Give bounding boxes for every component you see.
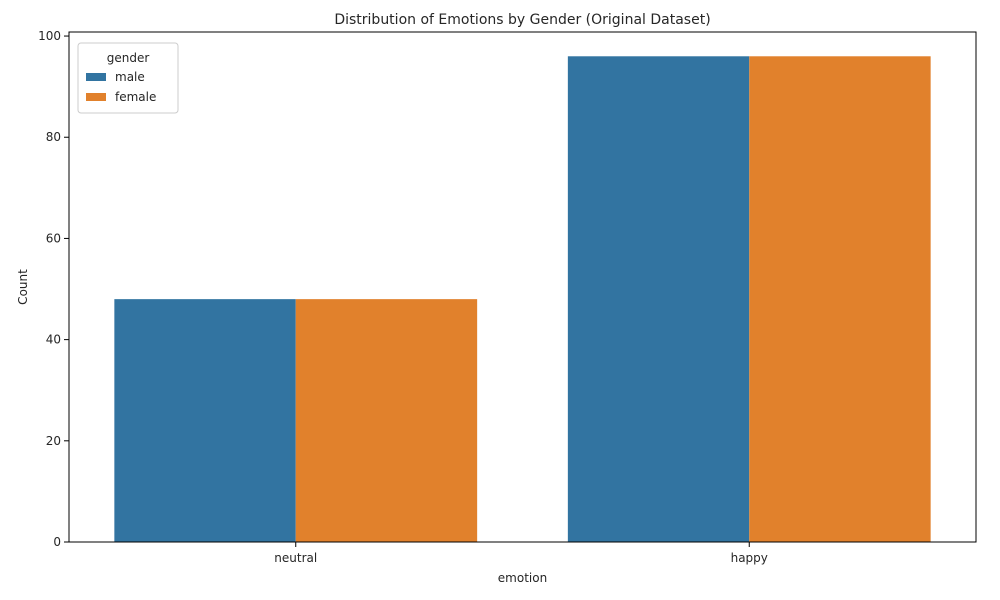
- x-axis: neutral happy: [274, 542, 768, 565]
- chart-title: Distribution of Emotions by Gender (Orig…: [334, 12, 710, 28]
- bars-group: [114, 56, 931, 543]
- y-tick-label: 40: [46, 333, 61, 347]
- bar-female-happy: [749, 56, 931, 543]
- y-tick-label: 80: [46, 130, 61, 144]
- bar-male-happy: [567, 56, 750, 543]
- bar-male-neutral: [114, 299, 296, 542]
- plot-frame: [68, 31, 977, 543]
- y-tick-label: 0: [53, 535, 61, 549]
- x-tick-label: neutral: [274, 551, 317, 565]
- legend-items: male female: [86, 70, 156, 104]
- legend-label-female: female: [115, 90, 156, 104]
- legend-swatch-female: [86, 93, 106, 101]
- legend-title: gender: [107, 51, 150, 65]
- y-axis: 0 20 40 60 80 100: [38, 29, 69, 549]
- y-tick-label: 60: [46, 231, 61, 245]
- y-tick-label: 100: [38, 29, 61, 43]
- legend-swatch-male: [86, 73, 106, 81]
- bar-female-neutral: [295, 299, 478, 542]
- y-tick-label: 20: [46, 434, 61, 448]
- x-axis-title: emotion: [498, 571, 547, 585]
- y-axis-title: Count: [16, 269, 30, 305]
- x-tick-label: happy: [731, 551, 768, 565]
- legend-label-male: male: [115, 70, 145, 84]
- legend: gender male female: [77, 42, 179, 114]
